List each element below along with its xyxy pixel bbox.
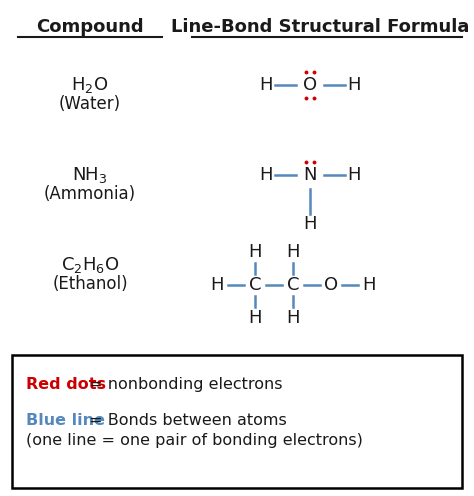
Text: H: H: [286, 309, 300, 327]
Text: O: O: [324, 276, 338, 294]
Text: H: H: [210, 276, 224, 294]
Text: H: H: [303, 215, 317, 233]
Text: (Water): (Water): [59, 95, 121, 113]
Text: O: O: [303, 76, 317, 94]
Text: Blue line: Blue line: [26, 413, 105, 428]
Text: H: H: [248, 309, 262, 327]
Text: (Ethanol): (Ethanol): [52, 275, 128, 293]
Text: C$_2$H$_6$O: C$_2$H$_6$O: [61, 255, 119, 275]
Text: C: C: [287, 276, 299, 294]
Text: C: C: [249, 276, 261, 294]
Text: = Bonds between atoms: = Bonds between atoms: [84, 413, 287, 428]
Text: H$_2$O: H$_2$O: [71, 75, 109, 95]
Text: Line-Bond Structural Formula: Line-Bond Structural Formula: [171, 18, 469, 36]
Text: H: H: [347, 166, 361, 184]
Text: Red dots: Red dots: [26, 377, 106, 392]
Text: H: H: [259, 166, 273, 184]
Text: = nonbonding electrons: = nonbonding electrons: [84, 377, 283, 392]
Text: H: H: [347, 76, 361, 94]
Text: Compound: Compound: [36, 18, 144, 36]
Text: H: H: [248, 243, 262, 261]
Text: (Ammonia): (Ammonia): [44, 185, 136, 203]
Text: NH$_3$: NH$_3$: [72, 165, 108, 185]
Text: H: H: [362, 276, 376, 294]
FancyBboxPatch shape: [12, 355, 462, 488]
Text: (one line = one pair of bonding electrons): (one line = one pair of bonding electron…: [26, 433, 363, 448]
Text: H: H: [259, 76, 273, 94]
Text: H: H: [286, 243, 300, 261]
Text: N: N: [303, 166, 317, 184]
